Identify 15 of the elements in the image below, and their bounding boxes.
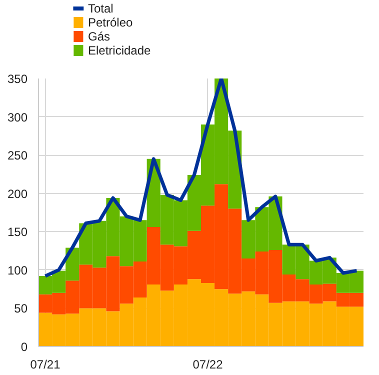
y-tick-label: 350 — [7, 72, 28, 86]
legend-label: Gás — [88, 30, 110, 44]
x-tick-label: 07/21 — [30, 358, 61, 372]
legend-label: Total — [88, 2, 114, 16]
y-tick-label: 250 — [7, 148, 28, 163]
legend-label: Petróleo — [88, 16, 133, 30]
y-tick-label: 150 — [7, 225, 28, 240]
line-series — [44, 78, 358, 278]
y-tick-label: 200 — [7, 186, 28, 201]
y-tick-label: 50 — [14, 302, 28, 316]
y-tick-label: 0 — [20, 340, 28, 354]
y-tick-label: 100 — [7, 263, 28, 278]
legend-label: Eletricidade — [88, 44, 152, 58]
x-tick-label: 07/22 — [192, 358, 224, 372]
y-tick-label: 300 — [7, 110, 28, 124]
